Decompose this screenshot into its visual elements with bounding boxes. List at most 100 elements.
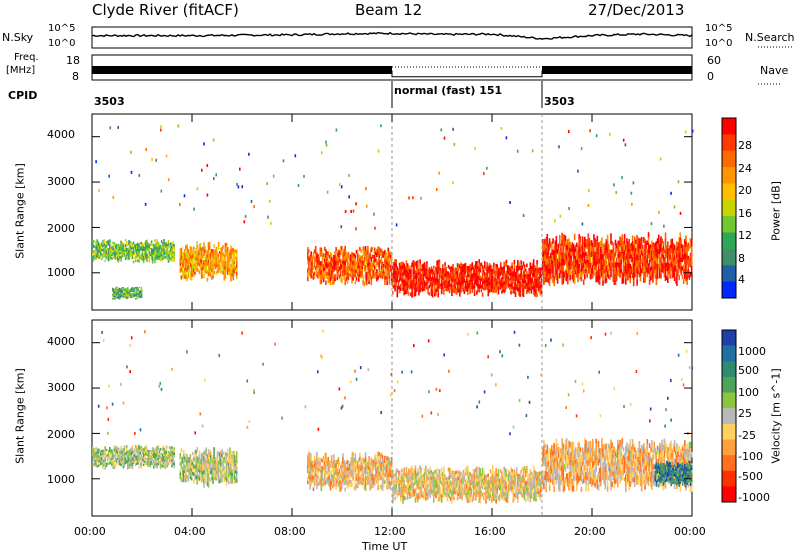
velocity-cell <box>112 459 114 462</box>
power-cell <box>525 286 527 289</box>
power-cell <box>153 243 155 246</box>
velocity-cell <box>346 470 349 475</box>
power-cell <box>171 250 173 254</box>
velocity-cell <box>97 464 100 467</box>
power-cell <box>200 271 203 275</box>
velocity-cell <box>337 464 340 469</box>
power-cell <box>324 270 326 275</box>
power-cell <box>598 242 601 248</box>
power-cell <box>115 293 118 296</box>
power-cell <box>373 269 376 274</box>
power-cell <box>120 294 122 296</box>
power-scatter <box>138 173 141 177</box>
power-cell <box>650 253 652 258</box>
power-cell <box>445 273 447 277</box>
velocity-cell <box>356 460 359 465</box>
power-cell <box>180 255 183 260</box>
power-cell <box>561 239 563 246</box>
xtick-0: 00:00 <box>74 525 106 538</box>
power-cell <box>572 267 575 273</box>
velocity-cell <box>345 476 348 480</box>
velocity-cell <box>331 464 334 469</box>
power-cell <box>127 297 129 299</box>
power-cell <box>465 278 468 282</box>
velocity-cell <box>165 447 168 451</box>
power-scatter <box>348 173 350 177</box>
power-cell <box>521 287 524 292</box>
velocity-cell <box>328 468 331 472</box>
velocity-cell <box>351 461 353 466</box>
power-cell <box>592 251 594 257</box>
power-scatter <box>215 173 217 177</box>
power-cell <box>642 266 644 271</box>
power-cell <box>412 281 415 286</box>
power-cell <box>136 296 138 298</box>
velocity-cell <box>149 458 152 461</box>
power-cell <box>373 265 376 270</box>
power-cell <box>348 257 351 261</box>
power-cell <box>627 247 629 253</box>
power-cell <box>630 246 633 251</box>
velocity-cell <box>110 448 112 451</box>
velocity-cell <box>136 457 138 461</box>
power-cell <box>348 260 351 264</box>
power-cell <box>459 280 461 285</box>
power-cell <box>412 267 415 271</box>
power-cell <box>677 242 679 247</box>
velocity-cell <box>224 451 227 456</box>
velocity-cell <box>225 465 228 470</box>
power-cell <box>551 255 553 260</box>
power-scatter <box>486 166 488 170</box>
power-cell <box>206 269 209 274</box>
power-cell <box>346 271 349 276</box>
power-cell <box>226 258 229 263</box>
power-cell <box>548 262 551 269</box>
power-cell <box>485 283 487 287</box>
power-cell <box>685 241 687 247</box>
velocity-cell <box>158 461 161 464</box>
power-cell <box>679 267 682 273</box>
power-cell <box>139 246 142 249</box>
velocity-cell <box>378 463 380 468</box>
power-cell <box>209 273 212 277</box>
power-cell <box>322 278 325 283</box>
power-cell <box>318 273 320 277</box>
power-cell <box>127 252 129 255</box>
velocity-cell <box>134 447 137 451</box>
velocity-cell <box>372 474 375 478</box>
power-cell <box>407 284 410 289</box>
velocity-cell <box>204 449 206 455</box>
power-scatter <box>568 207 570 210</box>
velocity-cell <box>338 480 341 485</box>
power-cell <box>567 278 569 285</box>
power-cell <box>426 278 428 283</box>
velocity-cell <box>109 454 111 457</box>
power-cell <box>415 280 418 285</box>
power-cell <box>554 254 557 259</box>
power-cell <box>336 273 339 277</box>
power-cell <box>186 262 188 268</box>
velocity-cell <box>324 481 326 486</box>
power-cell <box>118 296 121 299</box>
power-cell <box>580 276 583 282</box>
power-cell <box>614 245 617 251</box>
power-cell <box>482 269 485 273</box>
power-cell <box>688 257 691 263</box>
power-cell <box>118 260 120 263</box>
power-cell <box>582 251 585 258</box>
power-cell <box>590 273 593 280</box>
power-cell <box>496 280 499 285</box>
power-scatter <box>377 149 380 153</box>
power-cell <box>419 275 421 280</box>
power-cell <box>189 258 192 263</box>
power-cell <box>535 271 537 275</box>
power-cell <box>213 244 215 248</box>
power-cell <box>488 274 491 278</box>
power-cell <box>343 264 345 269</box>
power-cell <box>448 276 451 280</box>
velocity-cell <box>104 452 106 455</box>
velocity-cell <box>155 448 157 451</box>
power-cell <box>669 250 671 255</box>
velocity-cell <box>138 450 140 454</box>
velocity-cell <box>362 460 365 465</box>
